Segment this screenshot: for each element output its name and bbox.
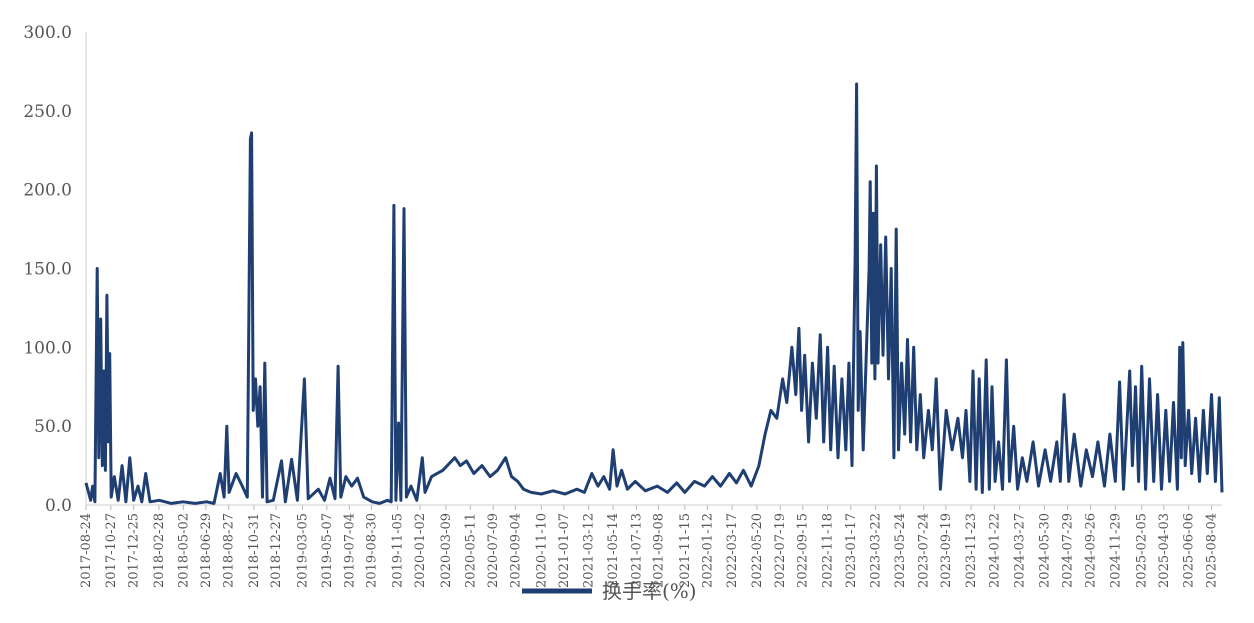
y-tick-label: 0.0 xyxy=(45,496,72,516)
x-tick-label: 2020-01-02 xyxy=(413,513,428,588)
x-tick-label: 2017-08-24 xyxy=(79,513,94,588)
x-tick-label: 2022-05-20 xyxy=(750,513,765,588)
x-tick-label: 2022-03-17 xyxy=(725,513,740,588)
x-tick-label: 2018-08-27 xyxy=(222,513,237,588)
x-tick-label: 2022-09-15 xyxy=(796,513,811,588)
x-tick-label: 2018-05-02 xyxy=(176,513,191,588)
y-tick-label: 200.0 xyxy=(23,181,72,201)
x-tick-label: 2018-10-31 xyxy=(247,513,262,588)
y-axis: 0.0 50.0 100.0 150.0 200.0 250.0 300.0 xyxy=(23,23,87,516)
x-tick-label: 2017-10-27 xyxy=(104,513,119,588)
x-tick-label: 2019-11-05 xyxy=(390,513,405,588)
x-tick-label: 2023-05-24 xyxy=(893,513,908,588)
x-tick-label: 2020-11-10 xyxy=(534,513,549,588)
x-tick-label: 2021-01-07 xyxy=(557,513,572,588)
y-tick-label: 100.0 xyxy=(23,338,72,358)
x-tick-label: 2021-07-13 xyxy=(629,513,644,588)
x-tick-label: 2022-01-12 xyxy=(700,513,715,588)
y-tick-label: 50.0 xyxy=(34,417,72,437)
x-tick-label: 2021-09-08 xyxy=(651,513,666,588)
x-tick-label: 2025-06-06 xyxy=(1182,513,1197,588)
x-tick-label: 2024-05-30 xyxy=(1037,513,1052,588)
x-tick-label: 2020-03-09 xyxy=(439,513,454,588)
y-tick-label: 150.0 xyxy=(23,260,72,280)
x-tick-label: 2024-07-29 xyxy=(1061,513,1076,588)
x-tick-label: 2020-09-04 xyxy=(508,513,523,588)
x-tick-label: 2021-03-12 xyxy=(582,513,597,588)
x-tick-label: 2019-03-05 xyxy=(295,513,310,588)
x-tick-label: 2018-06-29 xyxy=(199,513,214,588)
x-tick-label: 2024-09-26 xyxy=(1084,513,1099,588)
x-tick-label: 2021-05-14 xyxy=(606,513,621,588)
x-tick-label: 2024-03-27 xyxy=(1013,513,1028,588)
x-tick-label: 2023-07-24 xyxy=(917,513,932,588)
x-tick-label: 2020-07-09 xyxy=(486,513,501,588)
x-tick-label: 2023-11-23 xyxy=(964,513,979,588)
x-tick-label: 2020-05-11 xyxy=(463,513,478,588)
x-tick-label: 2019-07-04 xyxy=(342,513,357,588)
x-tick-label: 2025-08-04 xyxy=(1205,513,1220,588)
x-tick-label: 2025-02-05 xyxy=(1135,513,1150,588)
x-tick-label: 2018-12-27 xyxy=(269,513,284,588)
x-axis: 2017-08-24 2017-10-27 2017-12-25 2018-02-28… xyxy=(79,504,1222,588)
x-tick-label: 2019-05-07 xyxy=(320,513,335,588)
x-tick-label: 2022-07-19 xyxy=(773,513,788,588)
x-tick-label: 2025-04-03 xyxy=(1157,513,1172,588)
x-tick-label: 2023-09-19 xyxy=(939,513,954,588)
x-tick-label: 2023-03-22 xyxy=(869,513,884,588)
plot-area xyxy=(84,82,1224,505)
y-tick-label: 300.0 xyxy=(23,23,72,43)
x-tick-label: 2024-11-29 xyxy=(1108,513,1123,588)
y-tick-label: 250.0 xyxy=(23,102,72,122)
x-tick-label: 2023-01-17 xyxy=(844,513,859,588)
x-tick-label: 2024-01-22 xyxy=(987,513,1002,588)
x-tick-label: 2022-11-18 xyxy=(821,513,836,588)
x-tick-label: 2017-12-25 xyxy=(127,513,142,588)
x-tick-label: 2018-02-28 xyxy=(152,513,167,588)
series-line-0 xyxy=(84,82,1224,505)
legend: 换手率(%) xyxy=(522,579,697,603)
legend-label: 换手率(%) xyxy=(602,579,697,603)
x-tick-label: 2021-11-15 xyxy=(678,513,693,588)
x-tick-label: 2019-08-30 xyxy=(364,513,379,588)
